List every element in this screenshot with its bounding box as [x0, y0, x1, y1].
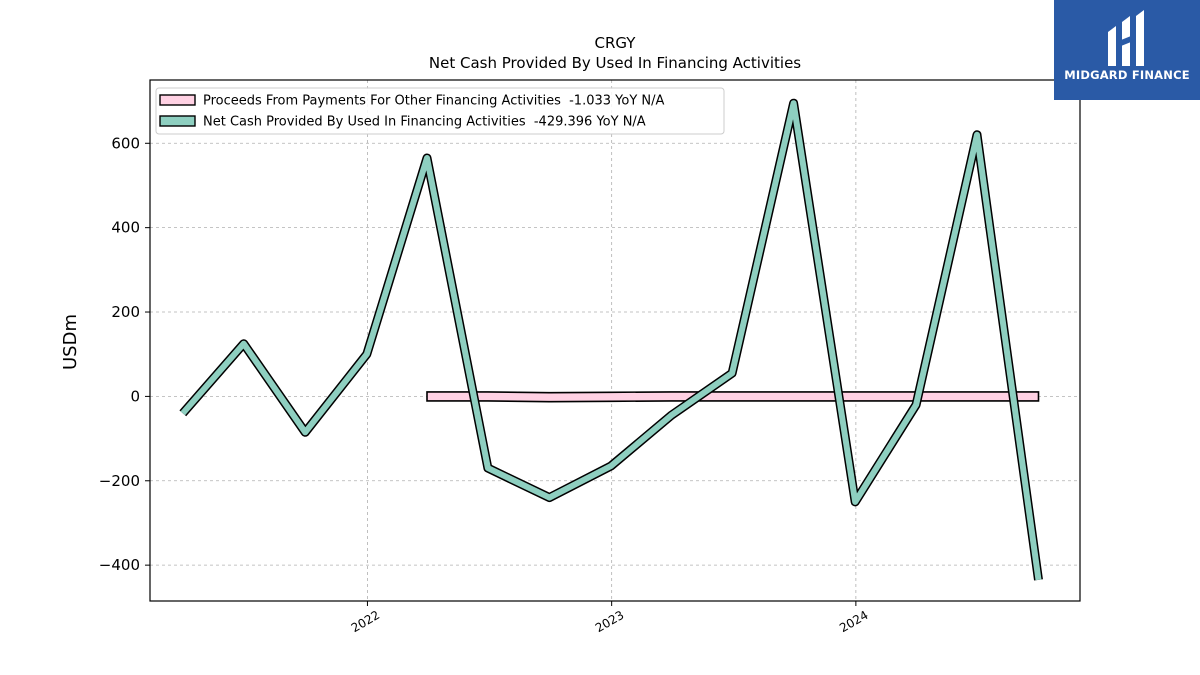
y-tick-label: 400 [111, 219, 140, 237]
legend-swatch-net-cash [159, 115, 196, 127]
series-layer [179, 98, 1043, 581]
series-net-cash-outline [179, 98, 1043, 581]
chart-title: CRGY [595, 34, 637, 52]
grid [150, 80, 1080, 601]
y-tick-label: −400 [99, 556, 140, 574]
plot-frame [149, 79, 1081, 602]
chart-subtitle: Net Cash Provided By Used In Financing A… [429, 54, 801, 72]
x-tick-label: 2024 [837, 608, 870, 635]
series-net-cash-line [180, 100, 1042, 581]
legend: Proceeds From Payments For Other Financi… [155, 87, 725, 135]
x-axis: 2022 2023 2024 [349, 601, 871, 635]
legend-label-net-cash: Net Cash Provided By Used In Financing A… [203, 115, 646, 130]
logo-text: MIDGARD FINANCE [1064, 68, 1190, 82]
y-tick-label: −200 [99, 472, 140, 490]
legend-label-proceeds: Proceeds From Payments For Other Financi… [203, 94, 664, 109]
x-tick-label: 2022 [349, 608, 382, 635]
brand-logo: MIDGARD FINANCE [1054, 0, 1200, 100]
y-tick-label: 0 [130, 387, 140, 405]
y-axis: −400 −200 0 200 400 600 [99, 134, 150, 574]
y-tick-label: 200 [111, 303, 140, 321]
x-tick-label: 2023 [593, 608, 626, 635]
legend-box [155, 87, 725, 135]
midgard-logo-icon [1108, 10, 1144, 66]
legend-swatch-proceeds [159, 94, 196, 106]
y-tick-label: 600 [111, 134, 140, 152]
series-proceeds-line [426, 391, 1040, 403]
y-axis-label: USDm [60, 314, 81, 370]
